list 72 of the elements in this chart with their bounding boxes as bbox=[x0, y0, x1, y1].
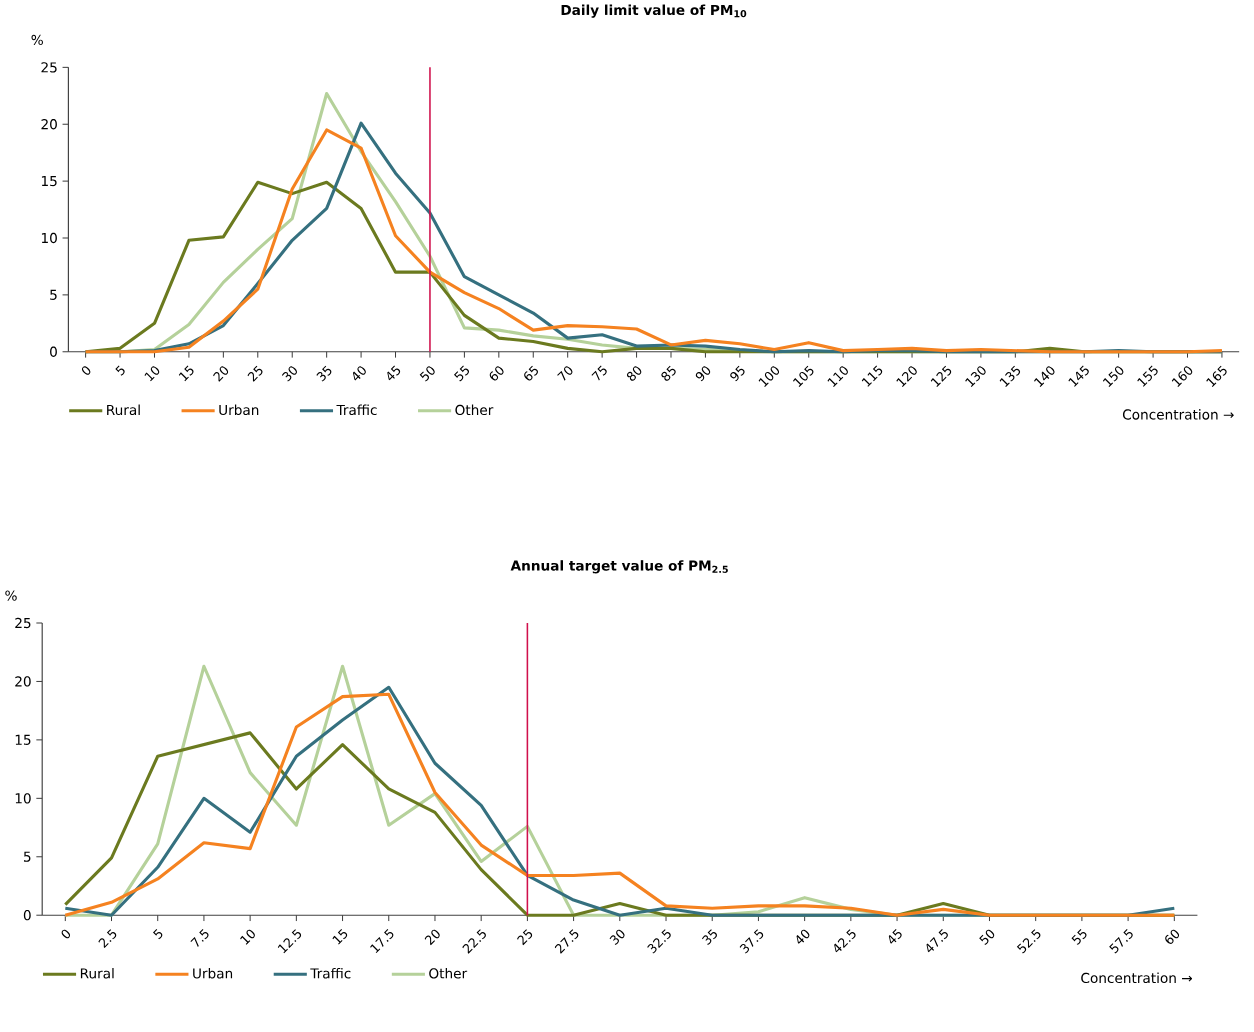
x-tick-label: 5 bbox=[115, 365, 125, 376]
x-tick-label: 25 bbox=[247, 365, 263, 382]
x-tick-label: 90 bbox=[695, 366, 711, 382]
x-tick-label: 40 bbox=[352, 366, 366, 381]
x-tick-label: 2.5 bbox=[98, 929, 117, 948]
x-tick-label: 75 bbox=[591, 365, 607, 381]
x-tick-label: 35 bbox=[701, 929, 717, 945]
legend-label: Traffic bbox=[336, 404, 377, 416]
x-tick-label: 55 bbox=[453, 365, 470, 382]
legend-label: Rural bbox=[80, 967, 114, 979]
x-tick-label: 110 bbox=[827, 366, 848, 387]
x-tick-label: 55 bbox=[1071, 928, 1087, 945]
x-tick-label: 45 bbox=[888, 928, 902, 944]
x-tick-label: 25 bbox=[517, 929, 533, 946]
x-tick-label: 7.5 bbox=[190, 928, 209, 947]
x-tick-label: 30 bbox=[281, 366, 297, 382]
y-tick-label: 0 bbox=[50, 346, 57, 357]
y-tick-label: 10 bbox=[41, 232, 57, 244]
x-tick-label: 65 bbox=[524, 365, 538, 381]
legend-label: Rural bbox=[107, 404, 140, 416]
x-tick-label: 35 bbox=[316, 365, 332, 382]
x-tick-label: 45 bbox=[387, 365, 401, 381]
x-tick-label: 10 bbox=[240, 929, 255, 945]
x-tick-label: 10 bbox=[144, 366, 160, 382]
y-tick-label: 10 bbox=[15, 793, 31, 804]
x-tick-label: 50 bbox=[419, 366, 435, 382]
chart-title: Daily limit value of PM$_{10}$ bbox=[561, 4, 747, 18]
x-tick-label: 120 bbox=[896, 366, 917, 387]
x-tick-label: 60 bbox=[489, 366, 504, 381]
x-tick-label: 0 bbox=[81, 366, 91, 375]
x-tick-label: 20 bbox=[424, 929, 440, 946]
y-tick-label: 5 bbox=[23, 851, 31, 862]
x-tick-label: 60 bbox=[1165, 929, 1180, 944]
x-tick-label: 140 bbox=[1034, 366, 1055, 387]
x-tick-label: 5 bbox=[153, 928, 163, 940]
y-tick-label: 15 bbox=[41, 176, 57, 187]
x-tick-label: 135 bbox=[999, 365, 1021, 387]
y-tick-label: 0 bbox=[23, 910, 31, 921]
legend-label: Traffic bbox=[310, 967, 351, 979]
x-tick-label: 50 bbox=[979, 929, 995, 945]
x-tick-label: 95 bbox=[730, 365, 745, 382]
y-tick-label: 5 bbox=[50, 289, 57, 300]
chart-title: Annual target value of PM$_{2.5}$ bbox=[510, 560, 728, 574]
x-tick-label: 105 bbox=[793, 365, 814, 387]
x-tick-label: 130 bbox=[965, 366, 986, 387]
x-tick-label: 0 bbox=[61, 929, 71, 939]
x-tick-label: 125 bbox=[930, 365, 952, 387]
x-tick-label: 15 bbox=[332, 928, 348, 945]
x-tick-label: 80 bbox=[626, 366, 642, 381]
legend-label: Urban bbox=[219, 404, 259, 416]
x-tick-label: 150 bbox=[1102, 366, 1124, 387]
x-axis-title: Concentration → bbox=[1081, 972, 1193, 984]
y-tick-label: 20 bbox=[15, 676, 31, 687]
x-tick-label: 160 bbox=[1171, 366, 1193, 387]
x-axis-title: Concentration → bbox=[1122, 409, 1234, 420]
x-tick-label: 15 bbox=[178, 365, 194, 382]
y-tick-label: 15 bbox=[15, 734, 31, 745]
x-tick-label: 100 bbox=[758, 366, 780, 387]
x-tick-label: 85 bbox=[661, 365, 676, 381]
y-axis-title: % bbox=[5, 590, 17, 601]
x-tick-label: 70 bbox=[557, 366, 573, 381]
legend-label: Other bbox=[455, 404, 494, 416]
x-tick-label: 165 bbox=[1206, 365, 1227, 387]
y-tick-label: 25 bbox=[41, 62, 57, 73]
legend-label: Urban bbox=[193, 967, 233, 979]
x-tick-label: 30 bbox=[609, 929, 625, 945]
y-tick-label: 20 bbox=[41, 119, 57, 130]
x-tick-label: 40 bbox=[796, 929, 810, 944]
legend-label: Other bbox=[429, 967, 468, 979]
y-axis-title: % bbox=[31, 34, 43, 46]
x-tick-label: 20 bbox=[213, 366, 229, 382]
y-tick-label: 25 bbox=[15, 617, 31, 629]
